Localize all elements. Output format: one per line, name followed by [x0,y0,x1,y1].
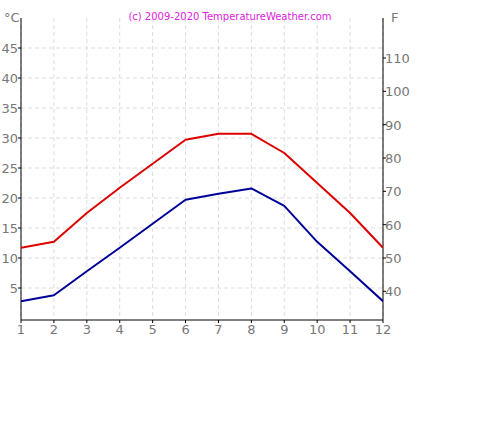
y-tick [18,258,21,259]
x-tick-label: 4 [116,322,124,337]
y-tick-label: 40 [1,71,18,86]
y2-tick-label: 110 [385,51,410,66]
y-grid-line [21,78,383,79]
y-tick-label: 45 [1,41,18,56]
y-tick-label: 20 [1,191,18,206]
x-axis-line [21,320,383,321]
y2-tick-label: 80 [385,151,402,166]
x-tick-label: 5 [148,322,156,337]
x-tick-label: 2 [50,322,58,337]
y2-tick-label: 60 [385,218,402,233]
x-tick-label: 6 [181,322,189,337]
y-axis-line [21,18,22,320]
y-tick-label: 10 [1,251,18,266]
chart-container: 5101520253035404540506070809010011012345… [0,0,504,425]
y2-tick-label: 40 [385,284,402,299]
y-tick [18,108,21,109]
series-group [21,134,383,301]
y-tick-label: 35 [1,101,18,116]
y-tick-label: 5 [10,281,18,296]
y2-tick-label: 90 [385,118,402,133]
y-tick [18,138,21,139]
x-tick-label: 8 [247,322,255,337]
y2-axis-label: F [391,10,398,25]
y-tick [18,168,21,169]
y2-tick-label: 70 [385,184,402,199]
x-tick-label: 9 [280,322,288,337]
y-tick-label: 25 [1,161,18,176]
x-tick-label: 3 [83,322,91,337]
y-tick [18,78,21,79]
x-tick-label: 7 [214,322,222,337]
chart-svg: 5101520253035404540506070809010011012345… [0,0,504,425]
y-tick [18,288,21,289]
y-grid-line [21,228,383,229]
y-tick-label: 15 [1,221,18,236]
x-grid-line [152,18,153,318]
y2-tick-label: 50 [385,251,402,266]
y-grid-line [21,108,383,109]
series-line [21,188,383,301]
x-tick-label: 1 [17,322,25,337]
y-tick [18,198,21,199]
series-line [21,134,383,248]
chart-title: (c) 2009-2020 TemperatureWeather.com [128,11,331,22]
y-grid-line [21,288,383,289]
x-tick-label: 12 [375,322,392,337]
y-grid-line [21,258,383,259]
y-tick-label: 30 [1,131,18,146]
y-axis-label: °C [4,10,20,25]
y-tick [18,48,21,49]
x-grid-line [53,18,54,318]
y-grid-line [21,48,383,49]
x-grid-line [251,18,252,318]
y-tick [18,228,21,229]
y2-axis-line [383,18,384,320]
y-grid-line [21,168,383,169]
x-tick-label: 11 [342,322,359,337]
x-tick-label: 10 [309,322,326,337]
y2-tick-label: 100 [385,84,410,99]
